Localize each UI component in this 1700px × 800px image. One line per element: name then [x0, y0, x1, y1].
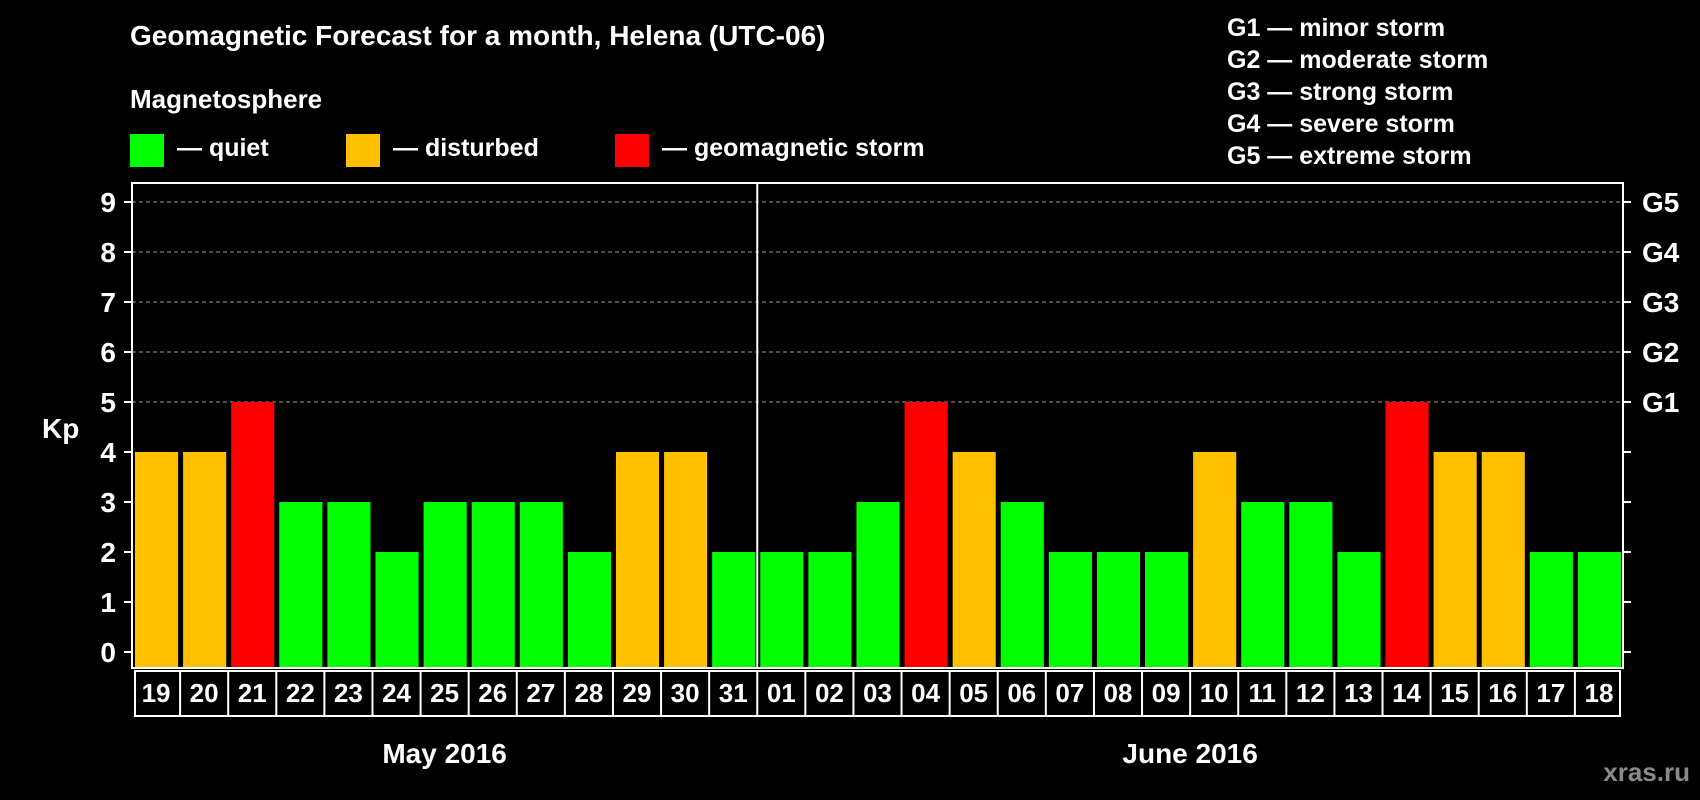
bar-day-14	[1385, 402, 1429, 668]
date-row-frame	[134, 670, 1621, 717]
bar-day-15	[1433, 452, 1477, 668]
right-axis-label-g4: G4	[1642, 237, 1680, 268]
y-axis-label: Kp	[42, 413, 79, 444]
bar-day-23	[327, 502, 371, 668]
date-label-09: 09	[1152, 678, 1181, 708]
legend-label-storm: — geomagnetic storm	[662, 134, 925, 162]
month-label-1: June 2016	[1122, 738, 1257, 769]
bar-day-24	[375, 552, 419, 668]
date-label-04: 04	[911, 678, 940, 708]
bar-day-03	[856, 502, 900, 668]
date-label-20: 20	[190, 678, 219, 708]
bar-day-28	[567, 552, 611, 668]
date-label-18: 18	[1584, 678, 1613, 708]
bar-day-27	[519, 502, 563, 668]
bar-day-09	[1145, 552, 1189, 668]
legend-label-quiet: — quiet	[177, 134, 269, 162]
bar-day-19	[135, 452, 179, 668]
g-scale-g2: G2 — moderate storm	[1227, 46, 1489, 74]
date-label-21: 21	[238, 678, 267, 708]
bar-day-17	[1529, 552, 1573, 668]
y-tick-label-2: 2	[100, 537, 116, 568]
date-label-06: 06	[1007, 678, 1036, 708]
date-label-17: 17	[1536, 678, 1565, 708]
date-label-14: 14	[1392, 678, 1421, 708]
legend-swatch-quiet	[130, 134, 164, 167]
bar-day-04	[904, 402, 948, 668]
right-axis-label-g2: G2	[1642, 337, 1679, 368]
date-label-23: 23	[334, 678, 363, 708]
date-label-12: 12	[1296, 678, 1325, 708]
bar-day-20	[183, 452, 227, 668]
legend-swatch-disturbed	[346, 134, 380, 167]
date-label-30: 30	[671, 678, 700, 708]
y-tick-label-1: 1	[100, 587, 116, 618]
bar-day-08	[1096, 552, 1141, 668]
g-scale-g3: G3 — strong storm	[1227, 78, 1454, 106]
bar-day-13	[1337, 552, 1381, 668]
date-label-02: 02	[815, 678, 844, 708]
date-label-15: 15	[1440, 678, 1469, 708]
right-axis-label-g3: G3	[1642, 287, 1679, 318]
g-scale-g5: G5 — extreme storm	[1227, 142, 1472, 170]
y-tick-label-0: 0	[100, 637, 116, 668]
date-label-10: 10	[1200, 678, 1229, 708]
date-label-01: 01	[767, 678, 796, 708]
y-tick-label-4: 4	[100, 437, 116, 468]
y-tick-label-5: 5	[100, 387, 116, 418]
date-label-07: 07	[1055, 678, 1084, 708]
bar-day-07	[1048, 552, 1092, 668]
date-label-28: 28	[574, 678, 603, 708]
date-label-29: 29	[623, 678, 652, 708]
date-label-24: 24	[382, 678, 411, 708]
bar-day-18	[1577, 552, 1621, 668]
y-tick-label-9: 9	[100, 187, 116, 218]
bar-day-26	[471, 502, 515, 668]
bar-day-02	[808, 552, 852, 668]
legend-swatch-storm	[615, 134, 649, 167]
bar-day-29	[615, 452, 660, 668]
y-tick-label-3: 3	[100, 487, 116, 518]
g-scale-g1: G1 — minor storm	[1227, 14, 1446, 42]
bar-day-30	[664, 452, 708, 668]
bar-day-11	[1241, 502, 1285, 668]
date-label-03: 03	[863, 678, 892, 708]
bar-day-12	[1289, 502, 1333, 668]
bar-day-31	[712, 552, 756, 668]
bar-day-01	[760, 552, 804, 668]
date-label-27: 27	[526, 678, 555, 708]
date-label-26: 26	[478, 678, 507, 708]
right-axis-label-g1: G1	[1642, 387, 1679, 418]
date-label-22: 22	[286, 678, 315, 708]
date-label-05: 05	[959, 678, 988, 708]
bar-day-05	[952, 452, 996, 668]
right-axis-label-g5: G5	[1642, 187, 1679, 218]
date-label-31: 31	[719, 678, 748, 708]
site-watermark: xras.ru	[1603, 757, 1690, 787]
date-label-25: 25	[430, 678, 459, 708]
chart-title: Geomagnetic Forecast for a month, Helena…	[130, 20, 826, 51]
legend-heading: Magnetosphere	[130, 84, 323, 114]
y-tick-label-6: 6	[100, 337, 116, 368]
date-label-19: 19	[142, 678, 171, 708]
g-scale-g4: G4 — severe storm	[1227, 110, 1455, 138]
legend-label-disturbed: — disturbed	[393, 134, 539, 162]
bar-day-06	[1000, 502, 1044, 668]
bar-day-25	[423, 502, 467, 668]
date-label-11: 11	[1249, 678, 1277, 708]
y-tick-label-8: 8	[100, 237, 116, 268]
month-label-0: May 2016	[382, 738, 507, 769]
date-label-13: 13	[1344, 678, 1373, 708]
plot-frame	[131, 182, 1624, 669]
bar-day-16	[1481, 452, 1525, 668]
bar-day-22	[279, 502, 323, 668]
date-label-08: 08	[1104, 678, 1133, 708]
date-label-16: 16	[1488, 678, 1517, 708]
bar-day-21	[231, 402, 275, 668]
bar-day-10	[1193, 452, 1237, 668]
y-tick-label-7: 7	[100, 287, 116, 318]
